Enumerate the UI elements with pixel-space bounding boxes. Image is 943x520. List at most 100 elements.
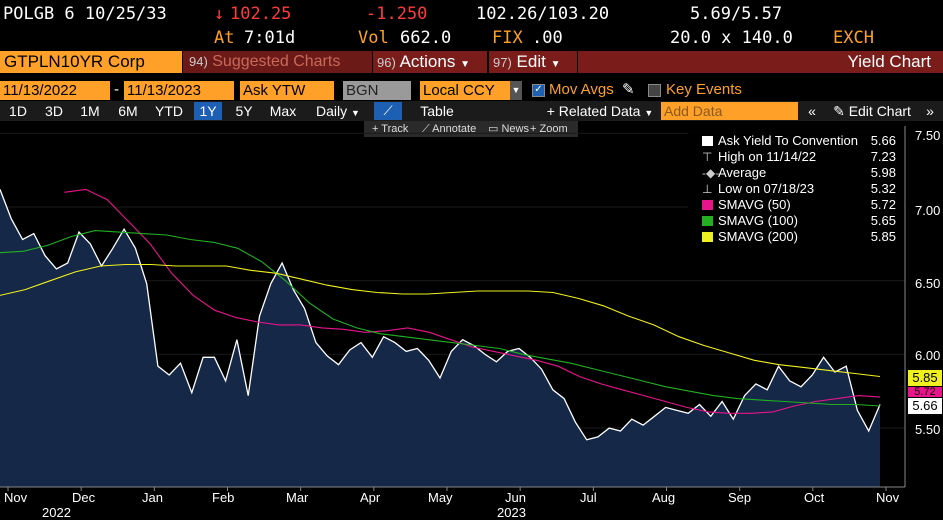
edit-chart-button[interactable]: ✎ Edit Chart	[826, 102, 918, 120]
y-tick-label: 7.50	[915, 128, 941, 143]
average-marker-icon: -◆-	[702, 166, 720, 180]
security-name: POLGB 6 10/25/33	[3, 4, 167, 24]
legend-row-smavg200: SMAVG (200) 5.85	[688, 229, 904, 245]
currency-select[interactable]: Local CCY ▼	[420, 81, 522, 100]
x-tick-label: May	[428, 490, 453, 505]
source-input[interactable]: BGN	[343, 81, 411, 100]
suggested-charts-label: Suggested Charts	[212, 53, 341, 70]
legend-value: 7.23	[870, 149, 896, 164]
bid-ask-price: 102.26/103.20	[476, 4, 610, 24]
ticker-field[interactable]: GTPLN10YR Corp	[0, 51, 182, 73]
news-label: News	[501, 123, 529, 135]
period-bar: 1D 3D 1M 6M YTD 1Y 5Y Max Daily ▼ ⟋ Tabl…	[0, 101, 943, 121]
legend-value: 5.32	[870, 181, 896, 196]
frequency-select[interactable]: Daily ▼	[308, 102, 368, 120]
y-tick-label: 7.00	[915, 203, 941, 218]
edit-num: 97)	[493, 55, 512, 70]
legend-value: 5.98	[870, 165, 896, 180]
chart-legend: Ask Yield To Convention 5.66 ⊤ High on 1…	[688, 133, 904, 247]
actions-menu-button[interactable]: 96) Actions ▼	[373, 51, 487, 73]
mov-avgs-label: Mov Avgs	[549, 81, 614, 98]
x-tick-label: Sep	[728, 490, 752, 505]
net-change: -1.250	[366, 4, 428, 24]
add-data-input[interactable]: Add Data	[661, 102, 798, 120]
suggested-charts-num: 94)	[189, 54, 208, 69]
year-label: 2023	[497, 505, 526, 520]
exch-label: EXCH	[833, 28, 874, 48]
x-tick-label: Oct	[804, 490, 825, 505]
period-1y[interactable]: 1Y	[194, 102, 222, 120]
key-events-checkbox[interactable]	[648, 84, 661, 97]
quote-size: 20.0 x 140.0	[670, 28, 793, 48]
legend-row-yield: Ask Yield To Convention 5.66	[688, 133, 904, 149]
period-6m[interactable]: 6M	[118, 103, 138, 119]
zoom-label: Zoom	[539, 123, 568, 135]
end-date-input[interactable]: 11/13/2023	[124, 81, 234, 100]
pencil-icon[interactable]: ✎	[622, 81, 635, 98]
x-tick-label: Apr	[360, 490, 381, 505]
edit-menu-button[interactable]: 97) Edit ▼	[489, 51, 577, 73]
legend-row-smavg50: SMAVG (50) 5.72	[688, 197, 904, 213]
actions-label: Actions	[399, 52, 456, 71]
fix-label: FIX	[492, 28, 523, 48]
legend-row-low: ⊥ Low on 07/18/23 5.32	[688, 181, 904, 197]
x-tick-label: Feb	[212, 490, 235, 505]
x-tick-label: Jun	[505, 490, 526, 505]
line-chart-icon[interactable]: ⟋	[374, 102, 402, 120]
y-tick-label: 6.50	[915, 276, 941, 291]
period-ytd[interactable]: YTD	[155, 103, 183, 119]
chart-controls: 11/13/2022 - 11/13/2023 Ask YTW BGN Loca…	[0, 80, 943, 102]
collapse-left-icon[interactable]: «	[808, 103, 816, 119]
period-max[interactable]: Max	[269, 103, 297, 119]
field-select[interactable]: Ask YTW	[240, 81, 334, 100]
smavg50-badge: 5.72	[908, 387, 942, 397]
y-tick-label: 6.00	[915, 348, 941, 363]
chevron-down-icon: ▼	[351, 108, 360, 118]
related-data-label: + Related Data	[546, 103, 641, 119]
at-time: 7:01d	[244, 28, 296, 48]
x-tick-label: Dec	[72, 490, 96, 505]
legend-row-high: ⊤ High on 11/14/22 7.23	[688, 149, 904, 165]
news-tool[interactable]: ▭ News	[488, 123, 529, 135]
period-3d[interactable]: 3D	[45, 103, 63, 119]
collapse-right-icon[interactable]: »	[926, 103, 934, 119]
period-1m[interactable]: 1M	[80, 103, 100, 119]
legend-label: Ask Yield To Convention	[718, 133, 858, 148]
legend-label: Average	[718, 165, 767, 180]
chevron-down-icon: ▼	[644, 108, 654, 118]
down-arrow-icon: ↓	[214, 4, 225, 24]
x-tick-label: Nov	[876, 490, 900, 505]
edit-label: Edit	[516, 52, 546, 71]
fix-value: .00	[532, 28, 563, 48]
zoom-tool[interactable]: + Zoom	[530, 123, 568, 135]
mov-avgs-checkbox[interactable]: ✓	[532, 84, 545, 97]
table-button[interactable]: Table	[420, 103, 454, 119]
legend-value: 5.66	[870, 133, 896, 148]
bid-ask-yield: 5.69/5.57	[690, 4, 783, 24]
period-5y[interactable]: 5Y	[235, 103, 253, 119]
x-tick-label: Jan	[142, 490, 163, 505]
legend-swatch	[702, 200, 713, 210]
x-tick-label: Mar	[286, 490, 309, 505]
actions-num: 96)	[377, 55, 396, 70]
key-events-label: Key Events	[666, 81, 742, 98]
legend-label: SMAVG (50)	[718, 197, 791, 212]
annotate-tool[interactable]: ⟋ Annotate	[422, 123, 477, 135]
suggested-charts-button[interactable]: 94) Suggested Charts	[183, 51, 372, 73]
chevron-down-icon: ▼	[510, 81, 522, 100]
chevron-down-icon: ▼	[550, 59, 561, 70]
related-data-button[interactable]: + Related Data ▼	[546, 102, 654, 120]
legend-label: SMAVG (100)	[718, 213, 798, 228]
low-marker-icon: ⊥	[702, 182, 713, 196]
chart-title: Yield Chart	[578, 51, 943, 73]
legend-row-average: -◆- Average 5.98	[688, 165, 904, 181]
x-tick-label: Nov	[4, 490, 28, 505]
track-tool[interactable]: + Track	[372, 123, 409, 135]
start-date-input[interactable]: 11/13/2022	[0, 81, 110, 100]
period-1d[interactable]: 1D	[9, 103, 27, 119]
chevron-down-icon: ▼	[460, 59, 470, 70]
vol-label: Vol	[358, 28, 389, 48]
legend-label: SMAVG (200)	[718, 229, 798, 244]
chart-tools-bar: + Track ⟋ Annotate ▭ News + Zoom	[364, 121, 578, 137]
